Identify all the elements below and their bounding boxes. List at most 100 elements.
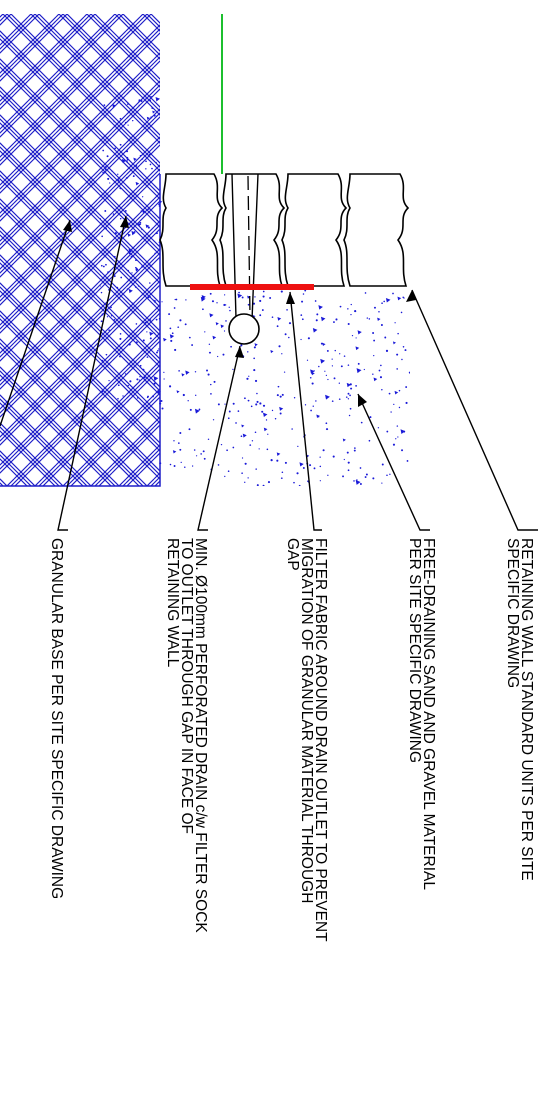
hatch-stroke	[0, 262, 4, 267]
hatch-stroke	[179, 70, 193, 84]
hatch-stroke	[114, 181, 130, 197]
aggregate-grain	[139, 364, 142, 367]
hatch-stroke	[150, 293, 160, 304]
hatch-stroke	[16, 111, 32, 127]
aggregate-grain	[158, 205, 161, 207]
hatch-stroke	[91, 490, 105, 504]
hatch-stroke	[125, 184, 141, 200]
hatch-stroke	[55, 30, 71, 46]
hatch-stroke	[14, 501, 28, 515]
aggregate-grain	[381, 389, 383, 391]
hatch-stroke	[0, 539, 14, 553]
hatch-stroke	[150, 125, 160, 136]
hatch-stroke	[58, 349, 74, 365]
hatch-stroke	[30, 125, 46, 141]
aggregate-grain	[402, 296, 404, 298]
aggregate-grain	[325, 374, 328, 376]
aggregate-grain	[154, 252, 156, 255]
aggregate-grain	[213, 380, 216, 383]
aggregate-grain	[243, 397, 246, 400]
hatch-stroke	[175, 98, 189, 112]
hatch-stroke	[0, 430, 4, 435]
hatch-stroke	[14, 529, 28, 543]
hatch-stroke	[69, 16, 85, 32]
aggregate-grain	[100, 291, 103, 294]
aggregate-grain	[207, 373, 210, 376]
aggregate-grain	[193, 449, 196, 451]
aggregate-grain	[274, 418, 277, 420]
hatch-stroke	[171, 434, 185, 448]
aggregate-stone	[135, 268, 139, 272]
aggregate-grain	[122, 395, 124, 397]
hatch-stroke	[112, 567, 126, 581]
aggregate-grain	[390, 411, 392, 413]
aggregate-stone	[131, 230, 136, 236]
hatch-stroke	[94, 14, 95, 15]
aggregate-stone	[397, 296, 402, 301]
hatch-stroke	[171, 42, 185, 56]
aggregate-grain	[368, 439, 371, 442]
hatch-stroke	[55, 254, 71, 270]
aggregate-grain	[141, 228, 143, 231]
hatch-stroke	[58, 377, 74, 393]
hatch-stroke	[111, 14, 116, 18]
hatch-stroke	[58, 14, 74, 29]
hatch-stroke	[140, 543, 154, 557]
aggregate-grain	[267, 481, 270, 484]
hatch-stroke	[119, 490, 133, 504]
hatch-stroke	[156, 27, 160, 32]
aggregate-grain	[157, 349, 159, 352]
aggregate-grain	[322, 449, 325, 452]
hatch-stroke	[128, 223, 144, 239]
hatch-stroke	[16, 27, 32, 43]
aggregate-grain	[147, 208, 150, 210]
aggregate-grain	[126, 156, 129, 159]
hatch-stroke	[28, 539, 42, 553]
hatch-stroke	[153, 396, 160, 404]
hatch-stroke	[7, 490, 21, 504]
hatch-stroke	[90, 478, 99, 486]
hatch-stroke	[87, 546, 101, 560]
aggregate-grain	[261, 309, 264, 311]
hatch-stroke	[171, 350, 185, 364]
aggregate-grain	[247, 351, 249, 353]
hatch-stroke	[31, 518, 45, 532]
aggregate-grain	[224, 475, 226, 478]
hatch-stroke	[3, 546, 17, 560]
hatch-stroke	[80, 475, 92, 486]
hatch-stroke	[165, 0, 179, 14]
hatch-stroke	[30, 14, 46, 29]
hatch-stroke	[153, 144, 160, 152]
hatch-stroke	[100, 447, 116, 463]
hatch-stroke	[52, 475, 64, 486]
hatch-stroke	[105, 532, 119, 546]
aggregate-grain	[225, 320, 227, 322]
aggregate-grain	[159, 400, 162, 402]
hatch-stroke	[175, 14, 189, 28]
hatch-stroke	[132, 475, 144, 486]
hatch-stroke	[179, 406, 193, 420]
leader-retaining-wall	[411, 289, 538, 531]
leader-lines	[0, 215, 538, 531]
hatch-stroke	[142, 293, 158, 309]
hatch-stroke	[125, 380, 141, 396]
hatch-stroke	[168, 515, 182, 529]
aggregate-grain	[262, 404, 266, 407]
hatch-stroke	[2, 349, 18, 365]
hatch-stroke	[44, 195, 60, 211]
aggregate-grain	[327, 378, 329, 381]
hatch-stroke	[125, 156, 141, 172]
hatch-stroke	[168, 395, 182, 409]
aggregate-grain	[106, 316, 109, 318]
hatch-stroke	[105, 504, 119, 518]
aggregate-grain	[283, 371, 286, 373]
aggregate-grain	[222, 353, 225, 356]
hatch-stroke	[41, 352, 57, 368]
aggregate-grain	[141, 158, 144, 160]
hatch-stroke	[97, 212, 113, 228]
hatch-stroke	[69, 296, 85, 312]
hatch-stroke	[13, 380, 29, 396]
aggregate-grain	[315, 400, 317, 402]
hatch-stroke	[41, 380, 57, 396]
hatch-stroke	[14, 0, 28, 3]
